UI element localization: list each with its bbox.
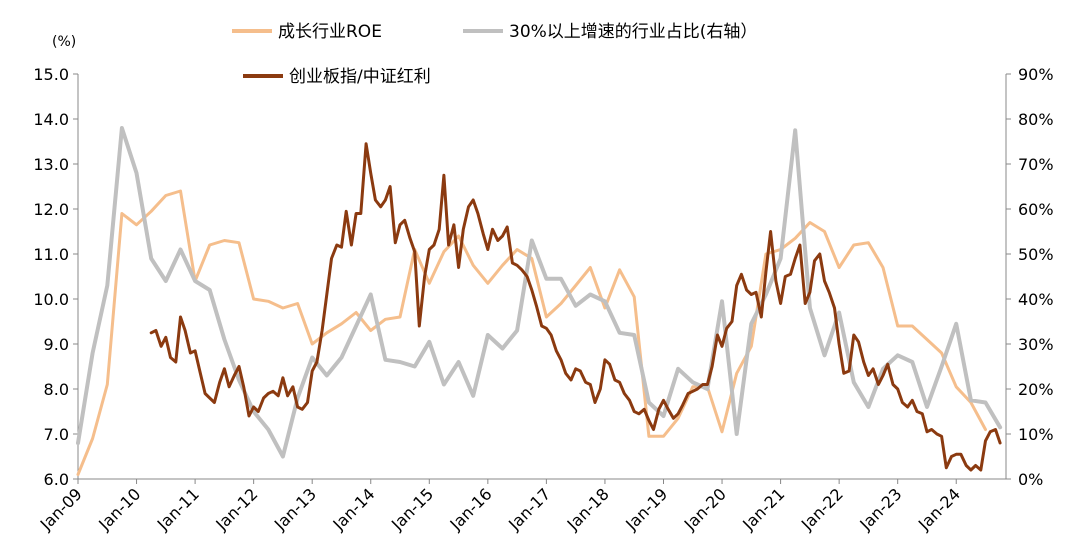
legend: 成长行业ROE 30%以上增速的行业占比(右轴） 创业板指/中证红利 bbox=[232, 22, 757, 87]
right-tick-label: 20% bbox=[1018, 380, 1054, 399]
right-tick-label: 90% bbox=[1018, 65, 1054, 84]
right-tick-label: 30% bbox=[1018, 335, 1054, 354]
right-tick-label: 70% bbox=[1018, 155, 1054, 174]
right-tick-label: 10% bbox=[1018, 425, 1054, 444]
legend-label-ratio: 创业板指/中证红利 bbox=[289, 67, 431, 87]
x-tick-label: Jan-24 bbox=[914, 484, 964, 534]
legend-item-share: 30%以上增速的行业占比(右轴） bbox=[463, 22, 757, 42]
legend-label-share: 30%以上增速的行业占比(右轴） bbox=[509, 22, 757, 42]
left-tick-label: 15.0 bbox=[33, 65, 69, 84]
legend-item-ratio: 创业板指/中证红利 bbox=[243, 67, 431, 87]
left-tick-label: 10.0 bbox=[33, 290, 69, 309]
right-tick-label: 0% bbox=[1018, 470, 1043, 489]
legend-label-roe: 成长行业ROE bbox=[278, 22, 382, 42]
x-tick-label: Jan-09 bbox=[36, 484, 86, 534]
x-tick-label: Jan-16 bbox=[446, 484, 496, 534]
x-tick-label: Jan-17 bbox=[504, 484, 554, 534]
x-tick-label: Jan-21 bbox=[738, 484, 788, 534]
x-tick-label: Jan-15 bbox=[387, 484, 437, 534]
series-lines bbox=[76, 126, 1003, 476]
x-tick-label: Jan-14 bbox=[329, 484, 379, 534]
left-tick-label: 6.0 bbox=[44, 470, 69, 489]
left-tick-label: 11.0 bbox=[33, 245, 69, 264]
x-tick-label: Jan-12 bbox=[211, 484, 261, 534]
left-tick-label: 8.0 bbox=[44, 380, 69, 399]
x-tick-label: Jan-23 bbox=[855, 484, 905, 534]
x-tick-label: Jan-22 bbox=[797, 484, 847, 534]
left-tick-label: 9.0 bbox=[44, 335, 69, 354]
left-tick-label: 13.0 bbox=[33, 155, 69, 174]
right-tick-label: 40% bbox=[1018, 290, 1054, 309]
x-tick-label: Jan-20 bbox=[680, 484, 730, 534]
right-tick-label: 60% bbox=[1018, 200, 1054, 219]
x-tick-label: Jan-13 bbox=[270, 484, 320, 534]
left-tick-label: 7.0 bbox=[44, 425, 69, 444]
legend-item-roe: 成长行业ROE bbox=[232, 22, 382, 42]
x-tick-label: Jan-19 bbox=[621, 484, 671, 534]
x-tick-label: Jan-18 bbox=[563, 484, 613, 534]
series-line-0 bbox=[76, 189, 987, 476]
left-tick-label: 14.0 bbox=[33, 110, 69, 129]
series-line-1 bbox=[76, 126, 1003, 459]
x-tick-label: Jan-11 bbox=[153, 484, 203, 534]
x-tick-label: Jan-10 bbox=[94, 484, 144, 534]
right-tick-label: 80% bbox=[1018, 110, 1054, 129]
y-unit-label: (%) bbox=[52, 34, 76, 50]
left-tick-label: 12.0 bbox=[33, 200, 69, 219]
right-tick-label: 50% bbox=[1018, 245, 1054, 264]
series-line-2 bbox=[149, 142, 1002, 472]
